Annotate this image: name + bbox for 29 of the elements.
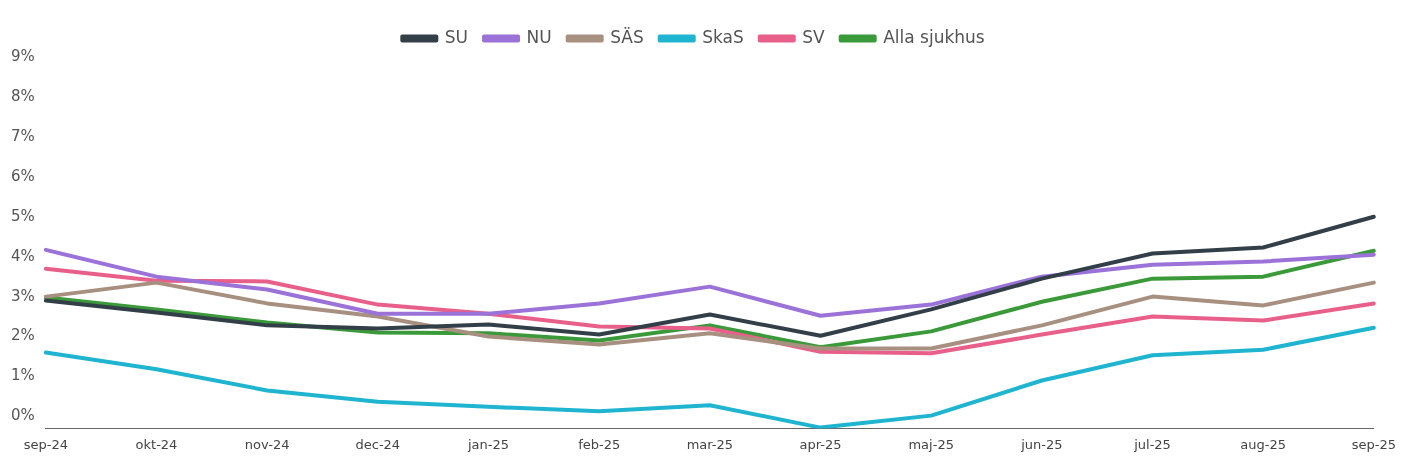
y-tick-label: 7%	[11, 126, 35, 145]
legend-label: SÄS	[610, 26, 644, 47]
y-tick-label: 3%	[11, 286, 35, 305]
legend-label: Alla sjukhus	[883, 26, 985, 47]
x-tick-label: jan-25	[466, 436, 510, 452]
x-tick-label: aug-25	[1240, 436, 1287, 452]
x-tick-label: sep-25	[1351, 436, 1396, 452]
legend-label: SkaS	[702, 26, 744, 47]
x-tick-label: mar-25	[686, 436, 734, 452]
y-tick-label: 0%	[11, 406, 35, 425]
x-tick-label: apr-25	[799, 436, 842, 452]
y-tick-label: 1%	[11, 366, 35, 385]
x-tick-label: maj-25	[908, 436, 954, 452]
y-tick-label: 8%	[11, 86, 35, 105]
x-tick-label: dec-24	[355, 436, 401, 452]
x-tick-label: jun-25	[1020, 436, 1063, 452]
x-tick-label: nov-24	[244, 436, 290, 452]
y-tick-label: 4%	[11, 246, 35, 265]
x-tick-label: feb-25	[578, 436, 621, 452]
y-tick-label: 5%	[11, 206, 35, 225]
legend-label: NU	[526, 26, 552, 47]
x-tick-label: sep-24	[23, 436, 68, 452]
legend-label: SU	[444, 26, 469, 47]
y-tick-label: 6%	[11, 166, 35, 185]
y-tick-label: 9%	[11, 46, 35, 65]
legend-label: SV	[802, 26, 826, 47]
x-tick-label: okt-24	[135, 436, 178, 452]
y-tick-label: 2%	[11, 326, 35, 345]
x-tick-label: jul-25	[1133, 436, 1171, 452]
